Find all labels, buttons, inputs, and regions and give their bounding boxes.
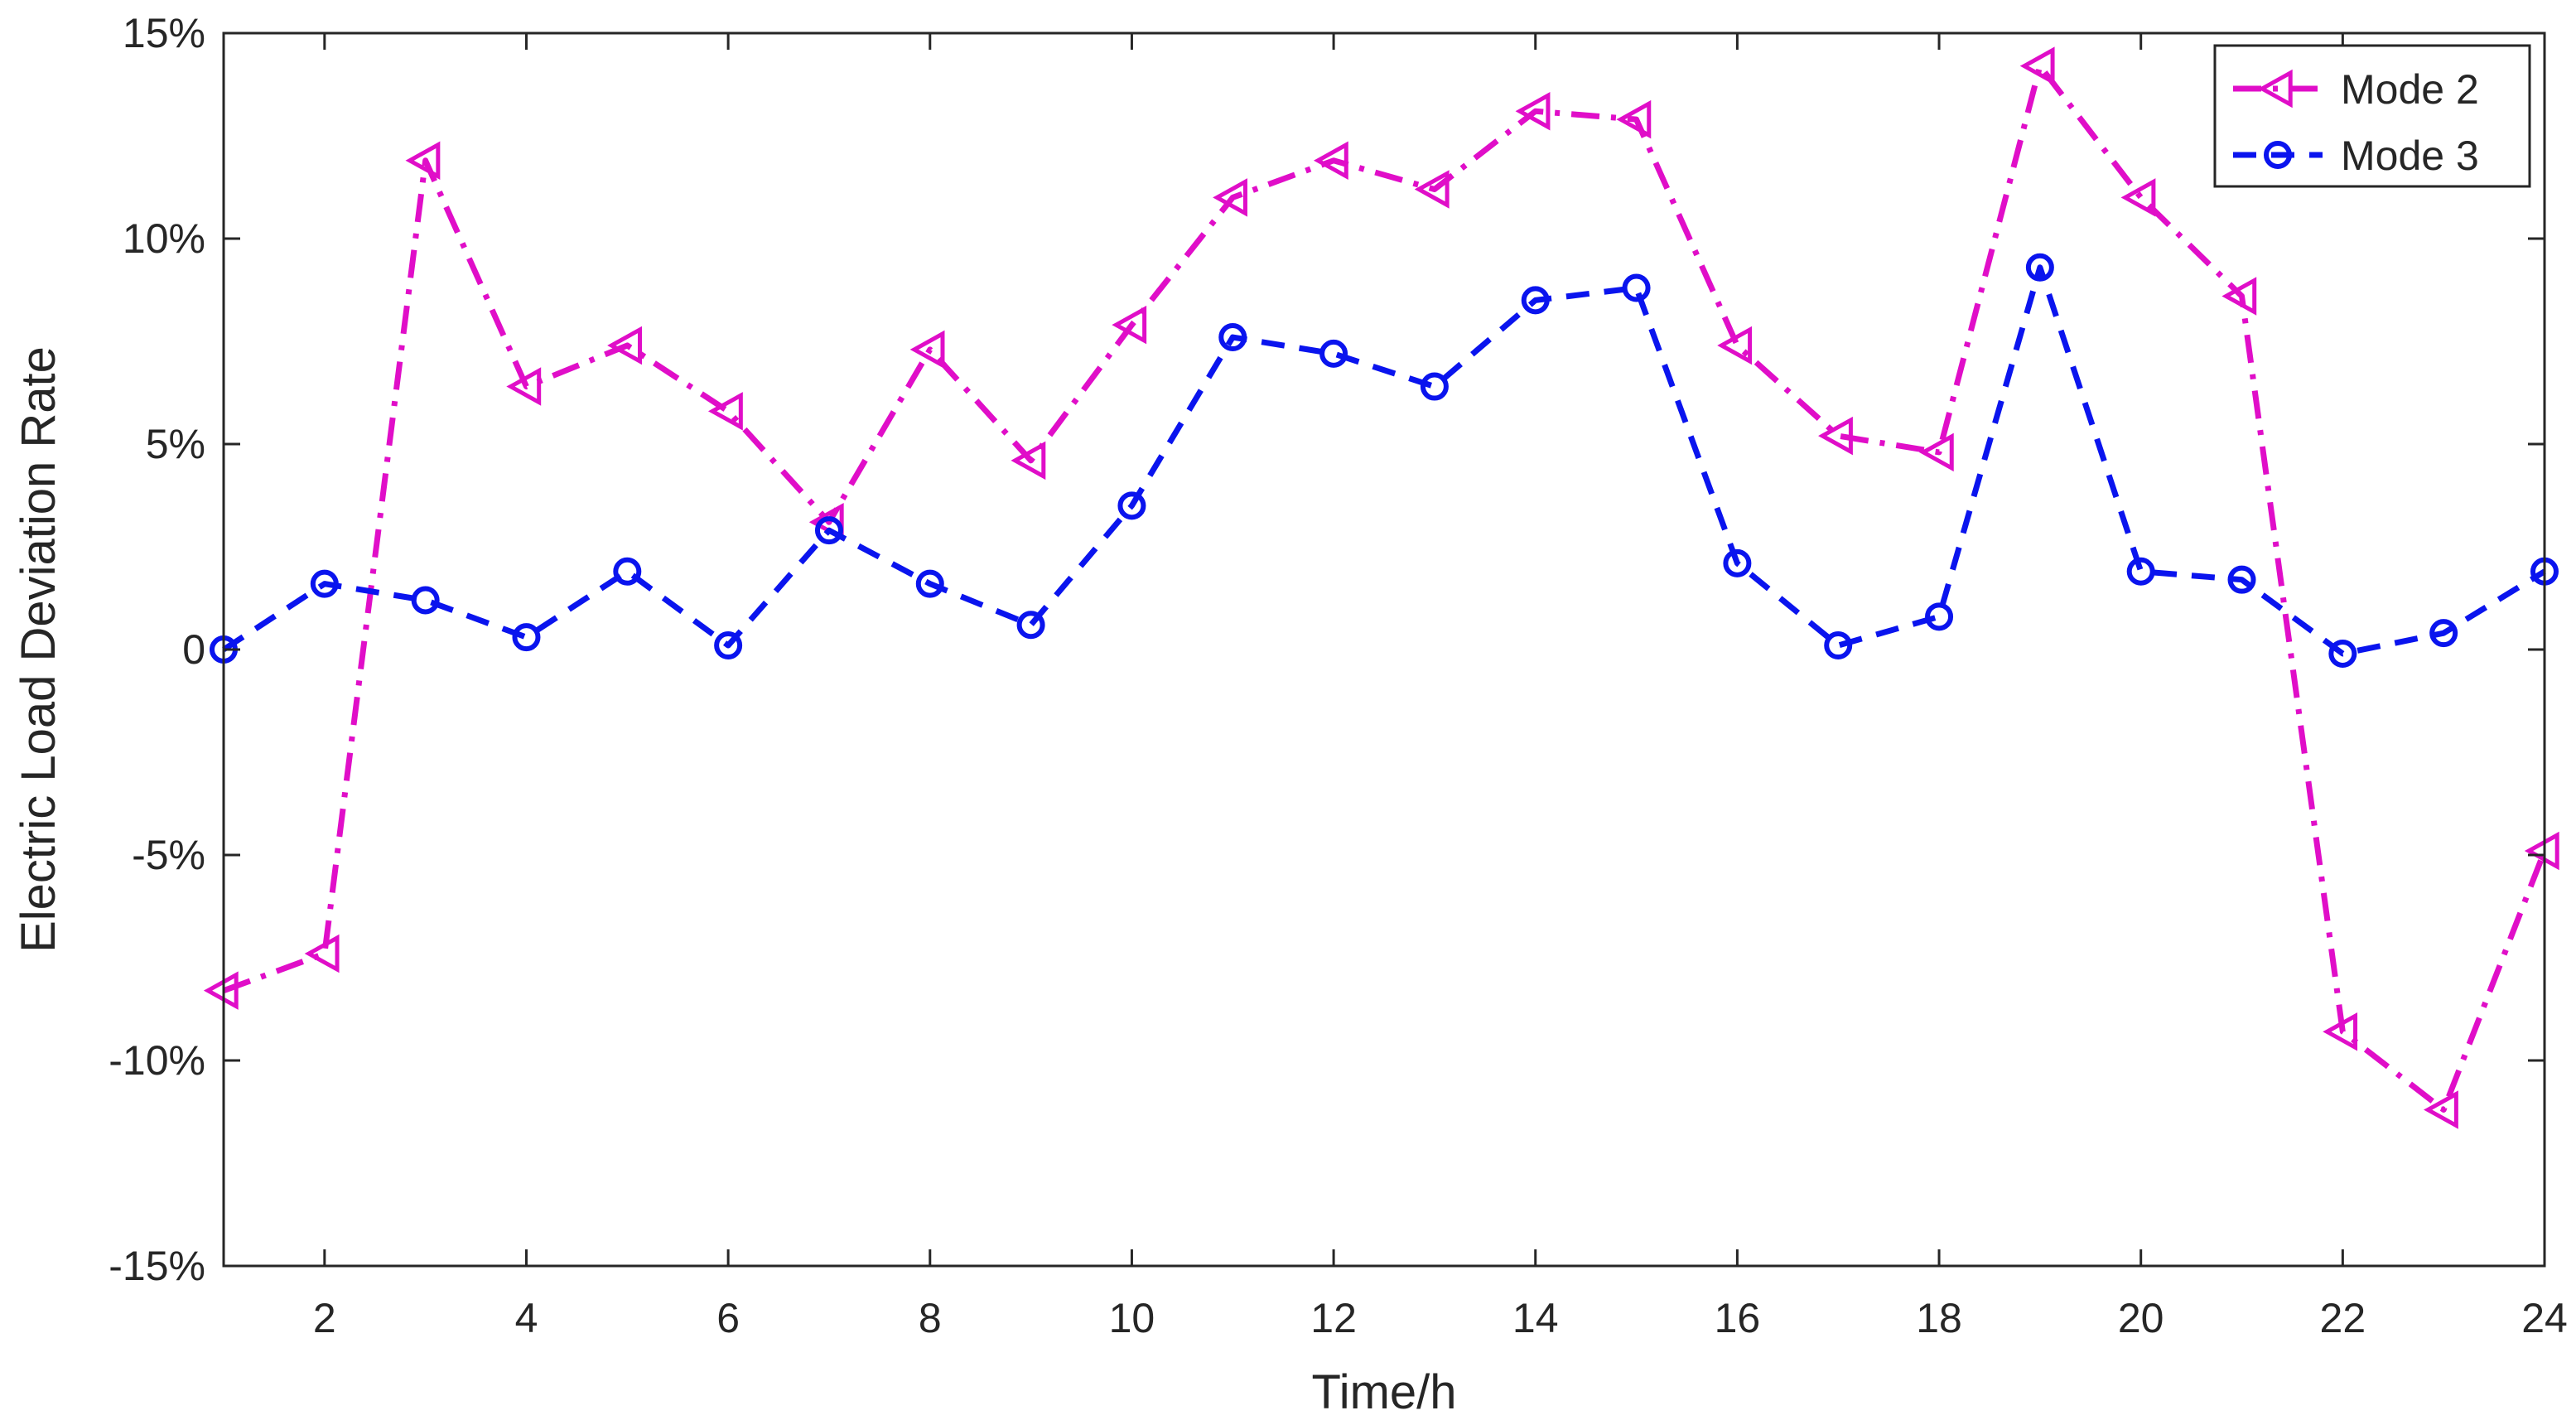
tick-layer: 2 4 6 8 10 12 14 16 18 20 22 24-15%-10%-5%05%10%15% (109, 10, 2568, 1341)
data-point-mode-3 (613, 557, 642, 586)
y-tick-label: -15% (109, 1243, 205, 1289)
data-point-mode-3 (1925, 602, 1954, 631)
y-tick-label: 10% (123, 215, 205, 262)
legend-label-mode-2: Mode 2 (2341, 66, 2479, 113)
data-point-mode-3 (512, 623, 541, 652)
x-tick-label: 12 (1310, 1295, 1357, 1341)
data-point-mode-3 (1218, 323, 1247, 352)
data-point-mode-2 (1213, 178, 1247, 217)
data-point-mode-3 (310, 569, 339, 598)
data-point-mode-2 (707, 392, 743, 431)
data-point-mode-3 (1016, 611, 1045, 640)
data-point-mode-3 (411, 586, 440, 615)
data-point-mode-3 (1521, 286, 1550, 315)
data-point-mode-3 (2328, 639, 2357, 668)
data-point-mode-2 (1515, 91, 1551, 131)
x-tick-label: 18 (1916, 1295, 1962, 1341)
x-tick-label: 24 (2521, 1295, 2568, 1341)
data-point-mode-3 (1723, 548, 1752, 577)
data-point-mode-3 (2227, 565, 2256, 594)
series-mode-3 (210, 253, 2559, 668)
series-line-mode-3 (222, 264, 2546, 657)
data-point-mode-3 (1117, 491, 1146, 520)
data-point-mode-3 (714, 631, 743, 660)
data-point-mode-2 (2323, 1012, 2358, 1051)
data-point-mode-3 (2126, 557, 2155, 586)
data-point-mode-2 (2524, 831, 2559, 871)
data-point-mode-2 (506, 367, 542, 406)
data-point-mode-3 (2025, 253, 2054, 282)
legend-label-mode-3: Mode 3 (2341, 133, 2479, 179)
data-point-mode-3 (1319, 339, 1348, 368)
data-point-mode-2 (2120, 178, 2156, 217)
y-tick-label: 15% (123, 10, 205, 56)
data-point-mode-2 (909, 330, 945, 370)
x-tick-label: 10 (1109, 1295, 1155, 1341)
series-mode-2 (203, 46, 2559, 1129)
data-point-mode-2 (1414, 170, 1450, 209)
data-point-mode-3 (1824, 631, 1853, 660)
data-point-mode-2 (304, 934, 340, 973)
data-point-mode-2 (1313, 141, 1348, 181)
data-point-mode-3 (915, 569, 944, 598)
data-point-mode-3 (814, 516, 843, 545)
x-tick-label: 6 (716, 1295, 740, 1341)
x-tick-label: 4 (515, 1295, 538, 1341)
data-point-mode-3 (1420, 372, 1449, 401)
x-tick-label: 22 (2320, 1295, 2366, 1341)
legend-entry-mode-2: Mode 2 (2233, 66, 2479, 113)
y-tick-label: -10% (109, 1037, 205, 1084)
data-point-mode-2 (1818, 416, 1853, 456)
y-axis-label: Electric Load Deviation Rate (12, 346, 65, 953)
data-point-mode-2 (203, 971, 239, 1010)
data-point-mode-2 (1011, 441, 1046, 481)
legend: Mode 2 Mode 3 (2213, 44, 2531, 188)
data-point-mode-2 (2424, 1090, 2458, 1129)
legend-marker-mode-3 (2264, 141, 2292, 169)
y-tick-label: -5% (132, 832, 205, 878)
x-tick-label: 14 (1512, 1295, 1559, 1341)
data-point-mode-2 (1616, 99, 1652, 139)
data-point-mode-2 (405, 141, 441, 181)
y-tick-label: 5% (146, 421, 205, 467)
x-tick-label: 8 (919, 1295, 942, 1341)
y-tick-label: 0 (182, 626, 205, 673)
data-point-mode-2 (2221, 277, 2257, 316)
data-point-mode-2 (1717, 326, 1753, 365)
x-tick-label: 20 (2118, 1295, 2164, 1341)
x-tick-label: 2 (313, 1295, 336, 1341)
x-tick-label: 16 (1715, 1295, 1761, 1341)
series-line-mode-2 (222, 63, 2548, 1113)
data-point-mode-2 (607, 326, 643, 365)
data-point-mode-3 (1622, 273, 1651, 302)
legend-entry-mode-3: Mode 3 (2233, 133, 2479, 179)
legend-marker-mode-2 (2257, 69, 2293, 109)
x-axis-label: Time/h (1311, 1365, 1456, 1419)
data-point-mode-2 (1112, 305, 1147, 345)
data-point-mode-2 (2019, 46, 2055, 85)
plot-area (203, 46, 2559, 1129)
data-point-mode-3 (2429, 619, 2458, 648)
data-point-mode-2 (1918, 432, 1954, 472)
